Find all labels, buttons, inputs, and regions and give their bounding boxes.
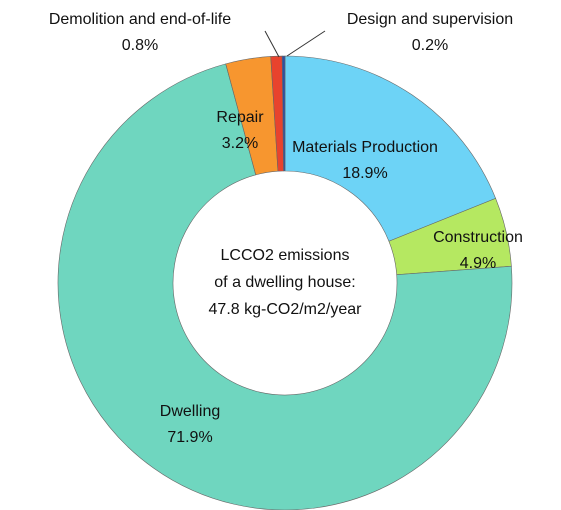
slice-label: Materials Production	[292, 139, 438, 156]
value-label: 4.9%	[460, 255, 496, 272]
donut-slice	[284, 55, 497, 242]
donut-slice	[57, 63, 513, 510]
value-label: 0.8%	[122, 37, 158, 54]
center-text: of a dwelling house:	[214, 274, 355, 291]
slice-label: Construction	[433, 229, 523, 246]
value-label: 18.9%	[342, 165, 387, 182]
leader-line	[264, 30, 280, 58]
center-text: 47.8 kg-CO2/m2/year	[209, 301, 363, 318]
slice-label: Repair	[216, 109, 264, 126]
leader-line	[286, 30, 326, 57]
value-label: 71.9%	[167, 429, 212, 446]
value-label: 0.2%	[412, 37, 448, 54]
center-text: LCCO2 emissions	[221, 247, 350, 264]
value-label: 3.2%	[222, 135, 258, 152]
donut-slice	[281, 55, 286, 172]
slice-label: Demolition and end-of-life	[49, 11, 231, 28]
slice-label: Dwelling	[160, 403, 220, 420]
slice-label: Design and supervision	[347, 11, 513, 28]
